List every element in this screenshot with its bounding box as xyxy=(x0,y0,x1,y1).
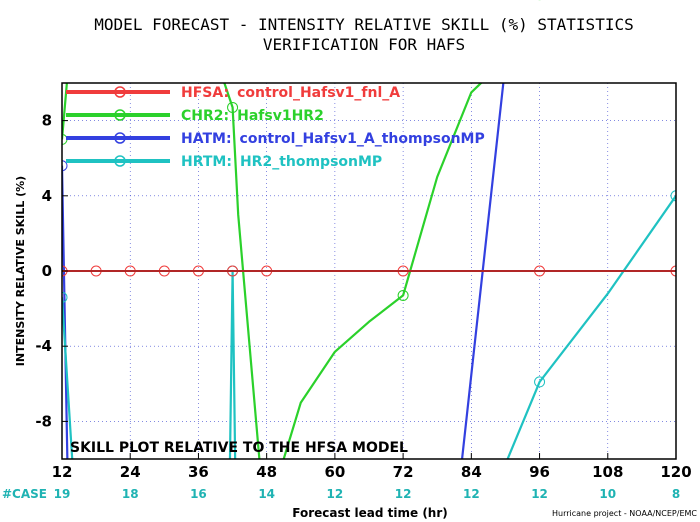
legend-marker xyxy=(114,86,126,98)
case-count: 8 xyxy=(672,487,680,501)
case-count: 19 xyxy=(54,487,71,501)
x-tick-label: 36 xyxy=(188,463,209,481)
data-point xyxy=(534,376,546,388)
series-line xyxy=(62,195,676,459)
data-point xyxy=(670,190,676,202)
case-count: 16 xyxy=(190,487,207,501)
x-tick-label: 60 xyxy=(324,463,345,481)
y-tick-label: 8 xyxy=(42,112,52,130)
series-layer xyxy=(62,83,676,459)
x-tick-label: 24 xyxy=(120,463,141,481)
credit: Hurricane project - NOAA/NCEP/EMC xyxy=(552,509,697,518)
case-count: 10 xyxy=(599,487,616,501)
case-count: 12 xyxy=(531,487,548,501)
y-tick-label: -8 xyxy=(35,412,52,430)
x-tick-label: 48 xyxy=(256,463,277,481)
y-tick-label: 4 xyxy=(42,187,52,205)
case-count: 12 xyxy=(327,487,344,501)
data-point xyxy=(397,289,409,301)
y-tick-label: -4 xyxy=(35,337,52,355)
legend-marker xyxy=(114,132,126,144)
legend-label: HFSA: control_Hafsv1_fnl_A xyxy=(181,85,400,101)
x-tick-label: 108 xyxy=(592,463,623,481)
legend-label: HATM: control_Hafsv1_A_thompsonMP xyxy=(181,131,485,147)
series-line xyxy=(62,83,483,459)
case-count: 18 xyxy=(122,487,139,501)
x-tick-label: 84 xyxy=(461,463,482,481)
skill-note: SKILL PLOT RELATIVE TO THE HFSA MODEL xyxy=(70,440,408,456)
legend-marker xyxy=(114,109,126,121)
legend-label: CHR2: Hafsv1HR2 xyxy=(181,108,324,124)
y-tick-label: 0 xyxy=(42,262,52,280)
case-count: 14 xyxy=(258,487,275,501)
legend-label: HRTM: HR2_thompsonMP xyxy=(181,154,382,170)
x-axis-label: Forecast lead time (hr) xyxy=(292,506,448,520)
chart-subtitle: VERIFICATION FOR HAFS xyxy=(263,35,465,54)
x-tick-label: 120 xyxy=(660,463,691,481)
x-tick-label: 72 xyxy=(393,463,414,481)
case-label: #CASE xyxy=(2,487,47,501)
legend-marker xyxy=(114,155,126,167)
data-point xyxy=(62,160,68,172)
data-point xyxy=(227,101,239,113)
case-count: 12 xyxy=(395,487,412,501)
y-axis-label: INTENSITY RELATIVE SKILL (%) xyxy=(14,176,27,366)
chart-title: MODEL FORECAST - INTENSITY RELATIVE SKIL… xyxy=(94,15,633,34)
x-tick-label: 12 xyxy=(52,463,73,481)
data-point xyxy=(62,291,68,303)
x-tick-label: 96 xyxy=(529,463,550,481)
legend: HFSA: control_Hafsv1_fnl_A CHR2: Hafsv1HR2 H… xyxy=(66,85,485,170)
case-count: 12 xyxy=(463,487,480,501)
